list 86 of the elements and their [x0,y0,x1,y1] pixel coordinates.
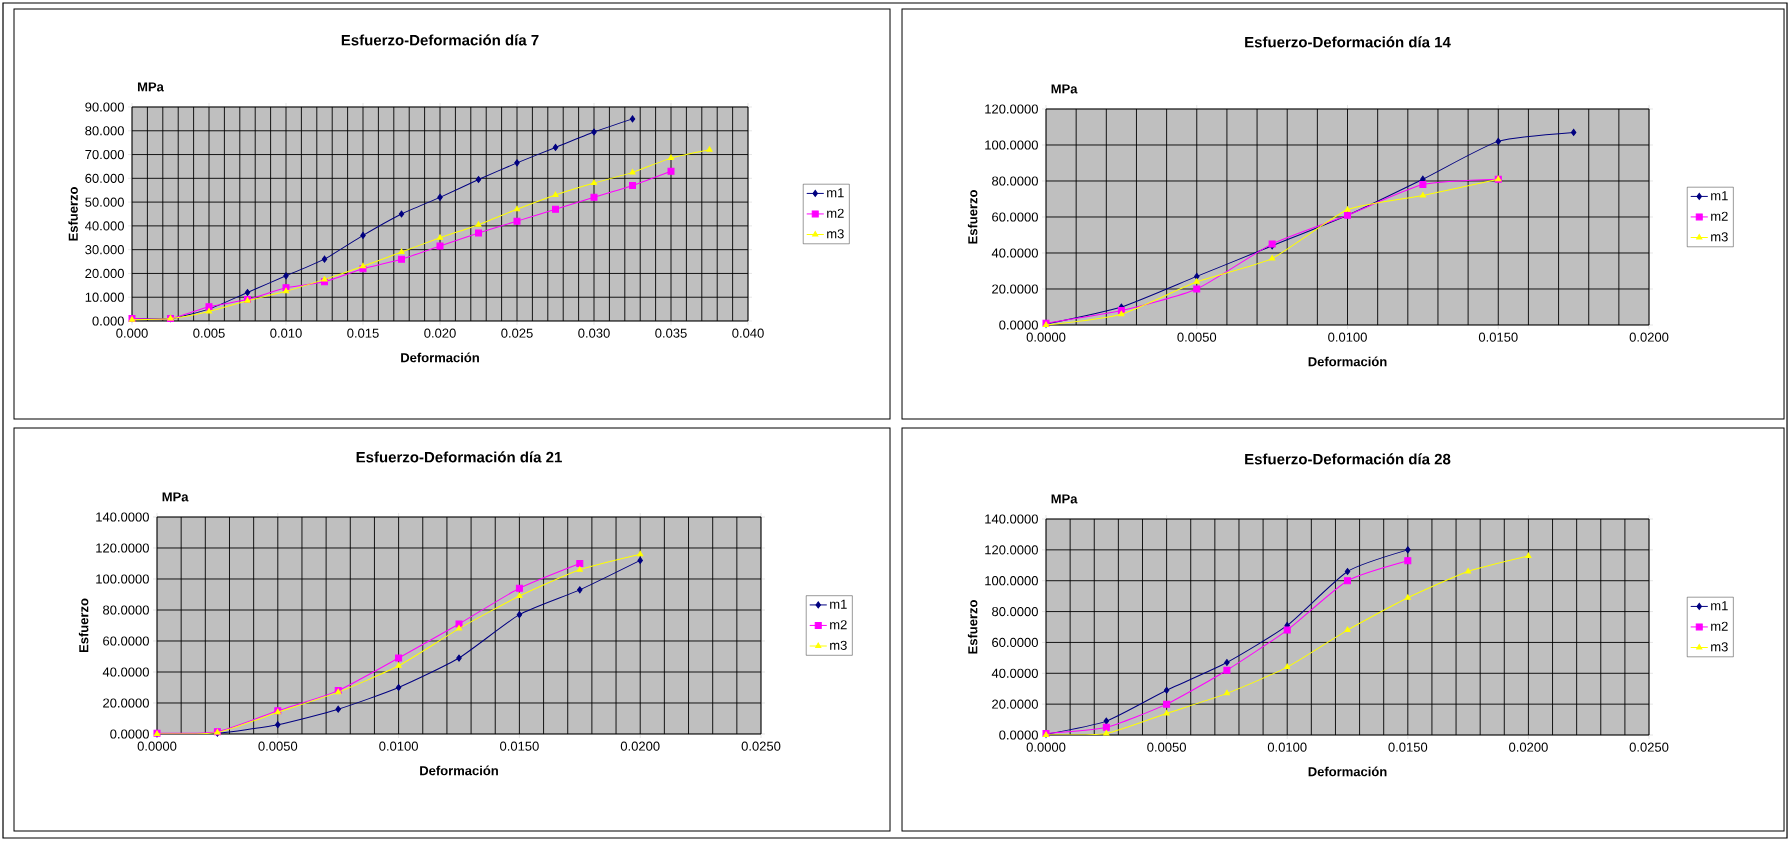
y-tick-label: 90.000 [85,102,124,112]
y-tick-label: 50.000 [85,197,124,207]
x-tick-label: 0.015 [347,328,379,338]
y-tick-label: 0.0000 [999,320,1038,330]
legend-label: m2 [1711,211,1728,221]
legend-label: m1 [1711,191,1728,201]
legend-label: m3 [1711,232,1728,242]
x-tick-label: 0.0200 [1629,332,1669,342]
x-tick-label: 0.0050 [258,741,298,751]
y-tick-label: 140.0000 [985,514,1038,524]
x-axis-title: Deformación [420,765,498,776]
x-tick-label: 0.0000 [1026,332,1066,342]
y-axis-title: Esfuerzo [78,598,89,653]
y-tick-label: 0.000 [92,316,124,326]
x-tick-label: 0.0000 [1026,742,1066,752]
y-tick-label: 40.0000 [991,248,1038,258]
legend-label: m1 [830,599,847,609]
legend-label: m1 [1711,601,1728,611]
y-tick-label: 100.0000 [96,574,149,584]
x-axis-title: Deformación [1308,356,1387,367]
legend-label: m2 [830,620,847,630]
y-tick-label: 20.000 [85,268,124,279]
x-tick-label: 0.035 [655,328,687,338]
chart-title: Esfuerzo-Deformación día 14 [1245,36,1451,48]
x-tick-label: 0.040 [732,328,764,338]
legend-label: m3 [827,229,844,239]
chart-title: Esfuerzo-Deformación día 28 [1245,453,1451,465]
x-tick-label: 0.0150 [1478,332,1518,342]
y-tick-label: 20.0000 [992,284,1038,294]
y-tick-label: 70.000 [85,149,124,160]
legend-label: m3 [830,640,847,650]
x-tick-label: 0.0100 [1267,742,1307,752]
y-tick-label: 100.0000 [985,140,1038,150]
text: MPa [162,492,189,502]
x-tick-label: 0.0100 [379,741,418,751]
y-tick-label: 120.0000 [985,545,1038,555]
x-axis-title: Deformación [401,352,479,363]
x-tick-label: 0.0150 [500,741,539,751]
chart-title: Esfuerzo-Deformación día 7 [341,34,539,46]
y-tick-label: 140.0000 [96,512,149,522]
x-tick-label: 0.010 [270,328,302,338]
y-tick-label: 40.000 [85,221,124,231]
y-tick-label: 40.0000 [991,668,1038,678]
x-tick-label: 0.025 [501,328,533,338]
y-tick-label: 80.0000 [992,176,1038,186]
legend-label: m3 [1711,642,1728,652]
x-tick-label: 0.0250 [741,741,781,751]
y-tick-label: 120.0000 [985,104,1038,114]
y-tick-label: 80.0000 [992,606,1038,617]
text: MPa [137,82,164,92]
x-tick-label: 0.0050 [1147,742,1186,752]
x-tick-label: 0.0000 [137,741,177,751]
y-tick-label: 0.0000 [110,729,149,739]
chart-title: Esfuerzo-Deformación día 21 [356,451,562,463]
y-tick-label: 20.0000 [992,699,1038,709]
y-tick-label: 60.000 [85,173,124,183]
y-axis-title: Esfuerzo [967,600,978,654]
y-axis-title: Esfuerzo [967,190,978,244]
y-tick-label: 10.000 [85,292,124,302]
x-tick-label: 0.0200 [620,741,660,751]
x-tick-label: 0.0200 [1509,742,1548,752]
y-tick-label: 20.0000 [103,698,149,708]
x-tick-label: 0.005 [193,328,225,338]
x-tick-label: 0.0050 [1177,332,1217,342]
x-tick-label: 0.0100 [1328,332,1367,342]
x-axis-title: Deformación [1308,766,1387,777]
y-tick-label: 80.0000 [103,605,149,615]
y-tick-label: 100.0000 [985,576,1038,586]
text: MPa [1051,494,1078,504]
y-tick-label: 60.0000 [103,636,149,646]
legend-label: m1 [827,188,844,198]
y-tick-label: 0.0000 [999,730,1038,740]
x-tick-label: 0.020 [424,328,456,338]
y-tick-label: 40.0000 [102,667,149,677]
x-tick-label: 0.0250 [1629,742,1669,752]
x-tick-label: 0.030 [578,328,610,338]
legend-label: m2 [827,208,844,218]
text: MPa [1051,84,1078,94]
y-tick-label: 60.0000 [992,637,1038,648]
x-tick-label: 0.0150 [1388,742,1428,752]
y-tick-label: 80.000 [85,126,124,136]
legend-label: m2 [1711,621,1728,631]
y-tick-label: 30.000 [85,245,124,255]
y-tick-label: 60.0000 [992,212,1038,222]
y-tick-label: 120.0000 [96,543,149,553]
y-axis-title: Esfuerzo [68,187,78,241]
